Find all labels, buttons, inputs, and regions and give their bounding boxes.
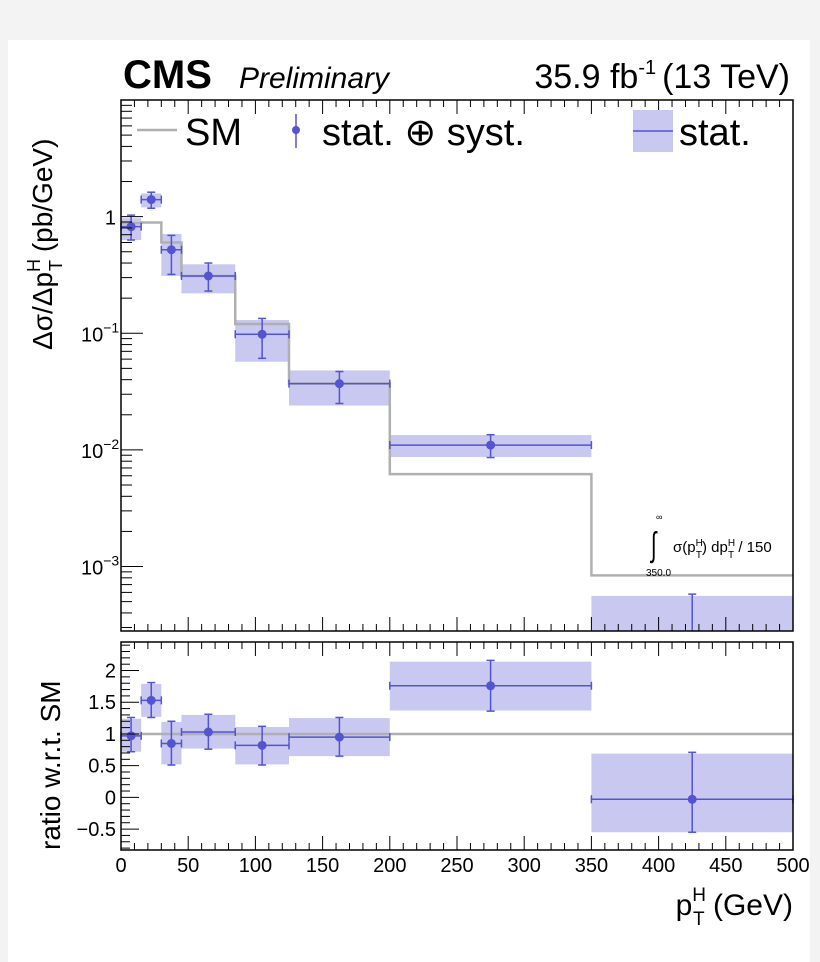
data-point [166,245,176,255]
ratio-plot: 2 1.5 1 0.5 0 −0.5 0 50 100 150 200 250 300 350 400 450… [77,641,810,877]
data-point [126,731,136,741]
integral-upper-limit: ∞ [656,512,662,522]
lumi-label: 35.9 fb-1 (13 TeV) [534,57,790,96]
data-point [486,681,496,691]
y-tick-label: 0.5 [88,756,116,778]
upper-y-axis-title: Δσ/ΔpH T (pb/GeV) [24,139,66,350]
integral-lower-limit: 350.0 [646,568,671,579]
integral-expression: σ(pH T) dpH T / 150 [673,538,772,561]
y-tick-label: 0 [105,787,116,809]
cms-label: CMS [123,53,212,97]
legend-total-label: stat. ⊕ syst. [322,112,525,154]
x-tick-label: 450 [709,855,742,877]
y-tick-label: 10−3 [81,553,119,580]
y-tick-label: 1 [105,724,116,746]
data-point [166,738,176,748]
ratio-y-axis-title: ratio w.r.t. SM [35,680,66,850]
x-axis-title: pH T (GeV) [676,885,793,930]
data-point [203,271,213,281]
data-point [257,740,267,750]
y-tick-label: 10−1 [81,319,119,346]
integral-sign-icon: ∫ [650,526,658,564]
data-point [334,379,344,389]
sm-prediction-step [121,221,793,577]
x-tick-label: 350 [575,855,608,877]
x-tick-label: 50 [177,855,199,877]
data-point [257,329,267,339]
legend: SM stat. ⊕ syst. stat. [137,110,751,154]
preliminary-label: Preliminary [239,62,391,95]
data-point [146,695,156,705]
data-point [687,794,697,804]
x-tick-label: 400 [642,855,675,877]
data-point [203,727,213,737]
y-tick-label: 1 [105,208,116,230]
data-point [486,440,496,450]
data-point [334,732,344,742]
x-tick-label: 200 [373,855,406,877]
x-tick-label: 0 [115,855,126,877]
x-tick-label: 250 [440,855,473,877]
y-tick-label: −0.5 [77,819,116,841]
legend-total-marker [292,126,300,134]
upper-plot: 1 10−1 10−2 10−3 [81,99,794,632]
data-point [146,195,156,205]
y-tick-label: 2 [105,661,116,683]
legend-stat-label: stat. [679,112,751,154]
x-tick-label: 150 [306,855,339,877]
x-tick-label: 100 [239,855,272,877]
overflow-annotation: ∞ ∫ 350.0 σ(pH T) dpH T / 150 [646,512,772,579]
legend-sm-label: SM [185,112,242,154]
x-tick-label: 300 [508,855,541,877]
y-tick-label: 1.5 [88,692,116,714]
data-point [126,222,136,232]
x-tick-label: 500 [776,855,809,877]
y-tick-label: 10−2 [81,436,119,463]
